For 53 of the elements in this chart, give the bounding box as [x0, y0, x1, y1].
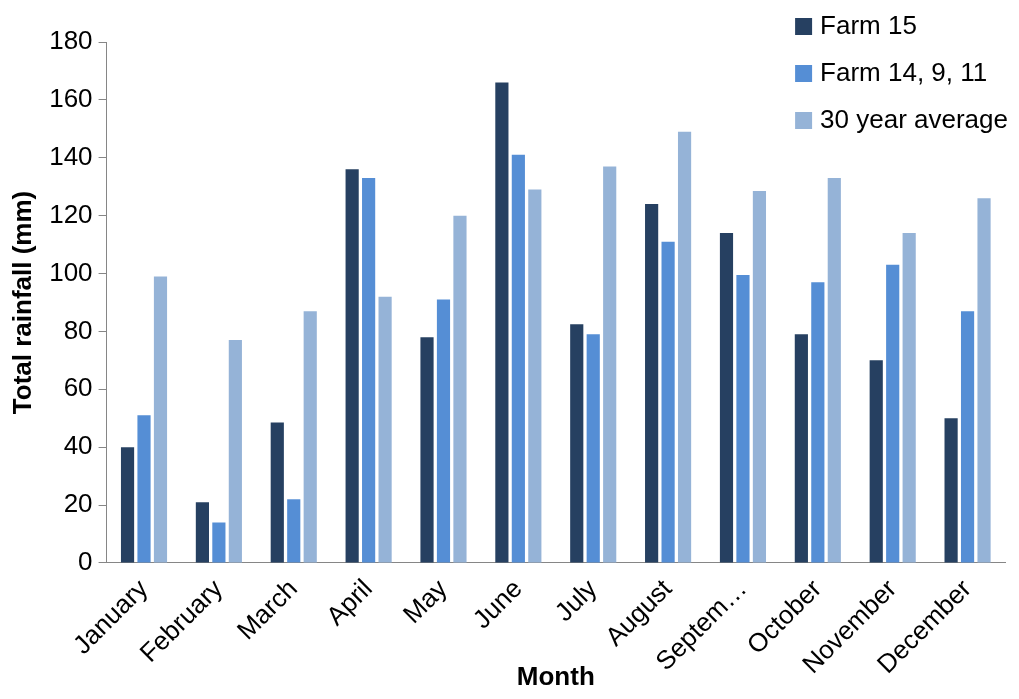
- bar: [794, 334, 808, 563]
- y-tick-label: 100: [49, 256, 93, 287]
- bar: [528, 189, 542, 563]
- legend-label: 30 year average: [820, 104, 1008, 135]
- y-tick-label: 80: [63, 314, 93, 345]
- bar: [960, 311, 975, 563]
- legend-label: Farm 15: [820, 10, 917, 41]
- bar: [495, 82, 509, 563]
- y-tick-label: 40: [63, 430, 93, 461]
- bar: [736, 274, 750, 563]
- bar: [586, 334, 600, 563]
- bar: [270, 422, 284, 563]
- y-tick-label: 0: [78, 546, 93, 577]
- bar: [661, 241, 675, 563]
- bar: [120, 447, 135, 563]
- x-tick-label: May: [396, 573, 453, 630]
- bar: [345, 169, 359, 563]
- bar: [677, 131, 692, 563]
- bar: [453, 215, 467, 563]
- bar: [362, 178, 376, 563]
- bar: [228, 340, 242, 563]
- y-tick-label: 20: [63, 488, 93, 519]
- bar: [977, 198, 991, 563]
- bar: [827, 178, 841, 563]
- bar: [153, 276, 168, 563]
- bar: [420, 337, 434, 563]
- bar: [944, 418, 958, 563]
- y-tick-label: 180: [49, 25, 93, 56]
- y-tick-label: 140: [49, 140, 93, 171]
- bar: [511, 154, 525, 563]
- x-tick-label: July: [548, 573, 603, 627]
- bar: [137, 415, 151, 563]
- bar: [902, 233, 916, 563]
- bar: [719, 233, 734, 563]
- bar: [436, 299, 451, 563]
- bar: [869, 360, 883, 563]
- y-tick-label: 60: [63, 372, 93, 403]
- bar: [195, 502, 209, 563]
- bar: [378, 296, 392, 563]
- y-axis-title: Total rainfall (mm): [6, 190, 37, 415]
- legend-label: Farm 14, 9, 11: [820, 57, 988, 88]
- bar: [570, 324, 584, 563]
- y-tick-label: 120: [49, 198, 93, 229]
- x-axis-title: Month: [516, 660, 595, 691]
- bar: [212, 522, 226, 563]
- bar: [645, 204, 659, 563]
- bar: [811, 282, 825, 563]
- bar: [287, 499, 301, 563]
- bar: [886, 264, 900, 563]
- bar: [603, 166, 617, 563]
- bar: [303, 311, 317, 563]
- bar: [752, 191, 767, 563]
- y-tick-label: 160: [49, 83, 93, 114]
